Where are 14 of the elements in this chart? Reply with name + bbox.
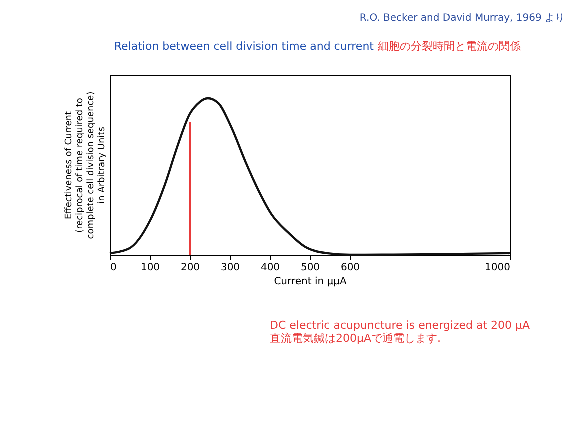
chart-subtitle: 細胞の分裂時間と電流の関係	[377, 40, 521, 53]
x-axis-title: Current in μμA	[274, 276, 347, 288]
x-tick-label: 100	[140, 262, 160, 274]
x-tick-label: 300	[220, 262, 240, 274]
x-tick-label: 400	[260, 262, 280, 274]
text: DC electric acupuncture is energized at 200 μA 直流電気鍼は200μAで通電します.	[270, 319, 531, 345]
y-axis-title: Effectiveness of Current (reciprocal of time required to complete cell division sequence) in Arbitrary Units	[64, 92, 108, 240]
chart-title: Relation between cell division time and current	[114, 40, 375, 53]
x-tick-label: 500	[300, 262, 320, 274]
text: R.O. Becker and David Murray, 1969 より	[360, 13, 565, 24]
x-tick-label: 200	[180, 262, 200, 274]
x-tick-label: 600	[340, 262, 360, 274]
x-tick-label: 1000	[485, 262, 510, 274]
x-tick-label: 0	[110, 262, 117, 274]
